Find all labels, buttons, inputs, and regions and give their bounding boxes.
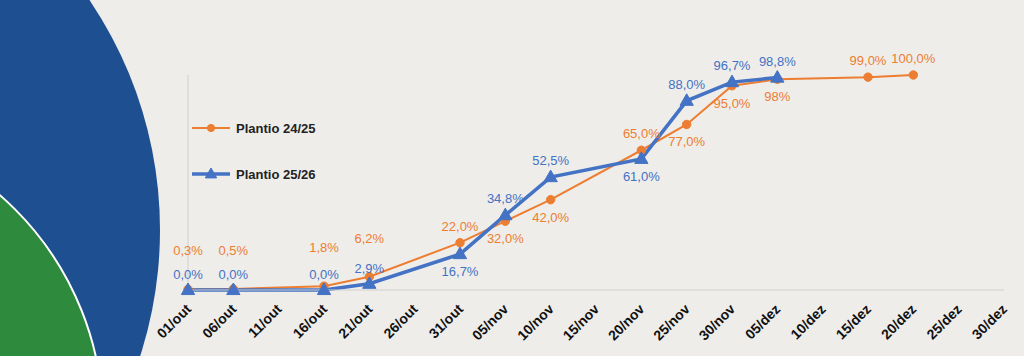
svg-text:30/dez: 30/dez	[969, 301, 1011, 343]
svg-text:21/out: 21/out	[335, 301, 376, 342]
svg-text:25/nov: 25/nov	[650, 301, 693, 344]
svg-text:65,0%: 65,0%	[623, 126, 660, 141]
svg-text:11/out: 11/out	[245, 301, 285, 341]
svg-text:98,8%: 98,8%	[759, 54, 796, 69]
svg-text:61,0%: 61,0%	[623, 169, 660, 184]
svg-text:16/out: 16/out	[290, 301, 331, 342]
svg-text:99,0%: 99,0%	[850, 53, 887, 68]
svg-text:15/dez: 15/dez	[833, 301, 875, 343]
svg-text:2,9%: 2,9%	[355, 261, 385, 276]
svg-text:88,0%: 88,0%	[668, 77, 705, 92]
svg-text:31/out: 31/out	[426, 301, 467, 342]
html-text:Plantio 25/26: Plantio 25/26	[236, 166, 316, 182]
svg-text:20/nov: 20/nov	[605, 301, 648, 344]
svg-text:26/out: 26/out	[380, 301, 421, 342]
svg-text:77,0%: 77,0%	[668, 134, 705, 149]
svg-text:95,0%: 95,0%	[714, 96, 751, 111]
svg-text:05/nov: 05/nov	[469, 301, 512, 344]
svg-text:100,0%: 100,0%	[891, 51, 936, 66]
svg-text:34,8%: 34,8%	[487, 191, 524, 206]
svg-text:0,0%: 0,0%	[173, 267, 203, 282]
svg-text:30/nov: 30/nov	[695, 301, 738, 344]
svg-text:22,0%: 22,0%	[442, 219, 479, 234]
svg-text:0,3%: 0,3%	[173, 243, 203, 258]
svg-text:01/out: 01/out	[154, 301, 195, 342]
svg-text:10/dez: 10/dez	[787, 301, 829, 343]
svg-text:20/dez: 20/dez	[878, 301, 920, 343]
svg-text:15/nov: 15/nov	[559, 301, 602, 344]
svg-text:0,0%: 0,0%	[219, 267, 249, 282]
svg-text:0,5%: 0,5%	[219, 243, 249, 258]
html-text:Plantio 24/25: Plantio 24/25	[236, 120, 316, 136]
svg-text:0,0%: 0,0%	[309, 267, 339, 282]
svg-text:52,5%: 52,5%	[532, 153, 569, 168]
svg-text:10/nov: 10/nov	[514, 301, 557, 344]
svg-text:05/dez: 05/dez	[742, 301, 784, 343]
svg-text:32,0%: 32,0%	[487, 231, 524, 246]
svg-text:98%: 98%	[764, 89, 790, 104]
svg-text:96,7%: 96,7%	[714, 58, 751, 73]
svg-text:06/out: 06/out	[199, 301, 240, 342]
svg-text:25/dez: 25/dez	[923, 301, 965, 343]
svg-text:42,0%: 42,0%	[532, 210, 569, 225]
svg-text:6,2%: 6,2%	[355, 231, 385, 246]
svg-text:16,7%: 16,7%	[442, 264, 479, 279]
svg-text:1,8%: 1,8%	[309, 240, 339, 255]
